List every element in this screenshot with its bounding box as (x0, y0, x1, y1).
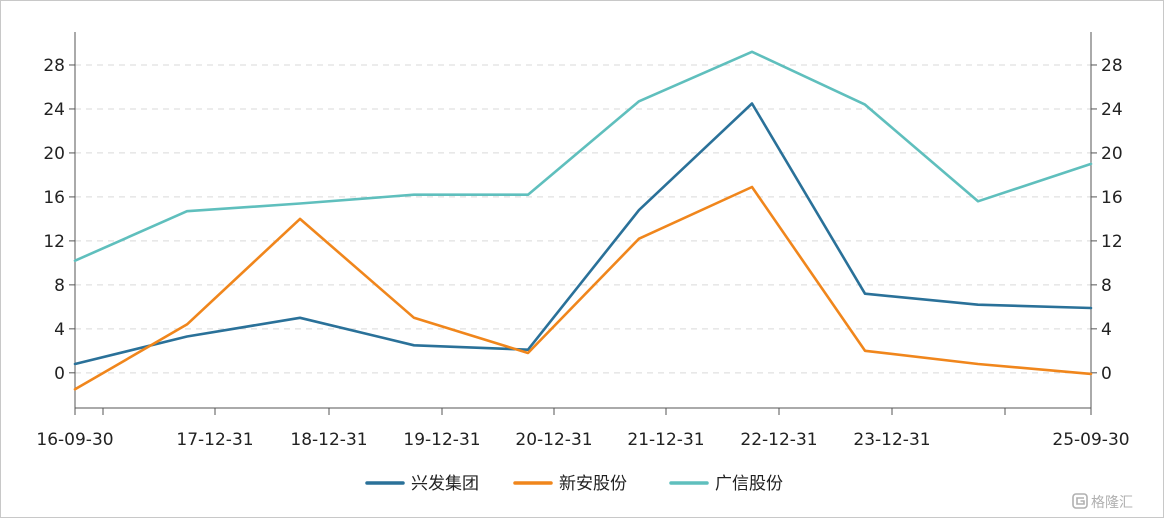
x-tick-label: 23-12-31 (853, 430, 930, 450)
y-tick-label-right: 0 (1101, 364, 1112, 384)
x-tick-label: 25-09-30 (1052, 430, 1129, 450)
gridlines (75, 64, 1091, 374)
series-line-1 (73, 102, 1093, 366)
y-tick-label-right: 28 (1101, 56, 1123, 76)
legend-label: 广信股份 (715, 474, 783, 494)
x-tick-label: 21-12-31 (627, 430, 704, 450)
legend-label: 兴发集团 (411, 474, 479, 494)
y-tick-label-left: 8 (54, 276, 65, 296)
axes: 0 0 4 4 8 8 12 12 16 16 20 20 24 24 28 28 16-09-30 17-12-… (36, 32, 1130, 450)
y-tick-label-right: 24 (1101, 100, 1123, 120)
x-tick-label: 18-12-31 (290, 430, 367, 450)
watermark-text: 格隆汇 (1091, 495, 1133, 511)
x-tick-label: 22-12-31 (740, 430, 817, 450)
y-tick-label-left: 28 (43, 56, 65, 76)
watermark-logo-icon (1072, 493, 1088, 509)
x-tick-label: 17-12-31 (176, 430, 253, 450)
series-line-3 (73, 50, 1093, 263)
series-line-2 (73, 185, 1093, 391)
y-tick-label-left: 20 (43, 144, 65, 164)
y-tick-label-left: 16 (43, 188, 65, 208)
y-tick-label-right: 8 (1101, 276, 1112, 296)
x-tick-label: 16-09-30 (36, 430, 113, 450)
series-lines (73, 50, 1093, 391)
watermark: 格隆汇 (1072, 493, 1133, 511)
y-tick-label-left: 0 (54, 364, 65, 384)
y-tick-label-right: 20 (1101, 144, 1123, 164)
y-tick-label-left: 24 (43, 100, 65, 120)
y-tick-label-left: 12 (43, 232, 65, 252)
y-tick-label-left: 4 (54, 320, 65, 340)
y-tick-label-right: 4 (1101, 320, 1112, 340)
x-tick-label: 20-12-31 (515, 430, 592, 450)
y-tick-label-right: 12 (1101, 232, 1123, 252)
x-tick-label: 19-12-31 (403, 430, 480, 450)
legend-label: 新安股份 (559, 474, 627, 494)
y-tick-label-right: 16 (1101, 188, 1123, 208)
legend: 兴发集团 新安股份 广信股份 (365, 474, 783, 494)
